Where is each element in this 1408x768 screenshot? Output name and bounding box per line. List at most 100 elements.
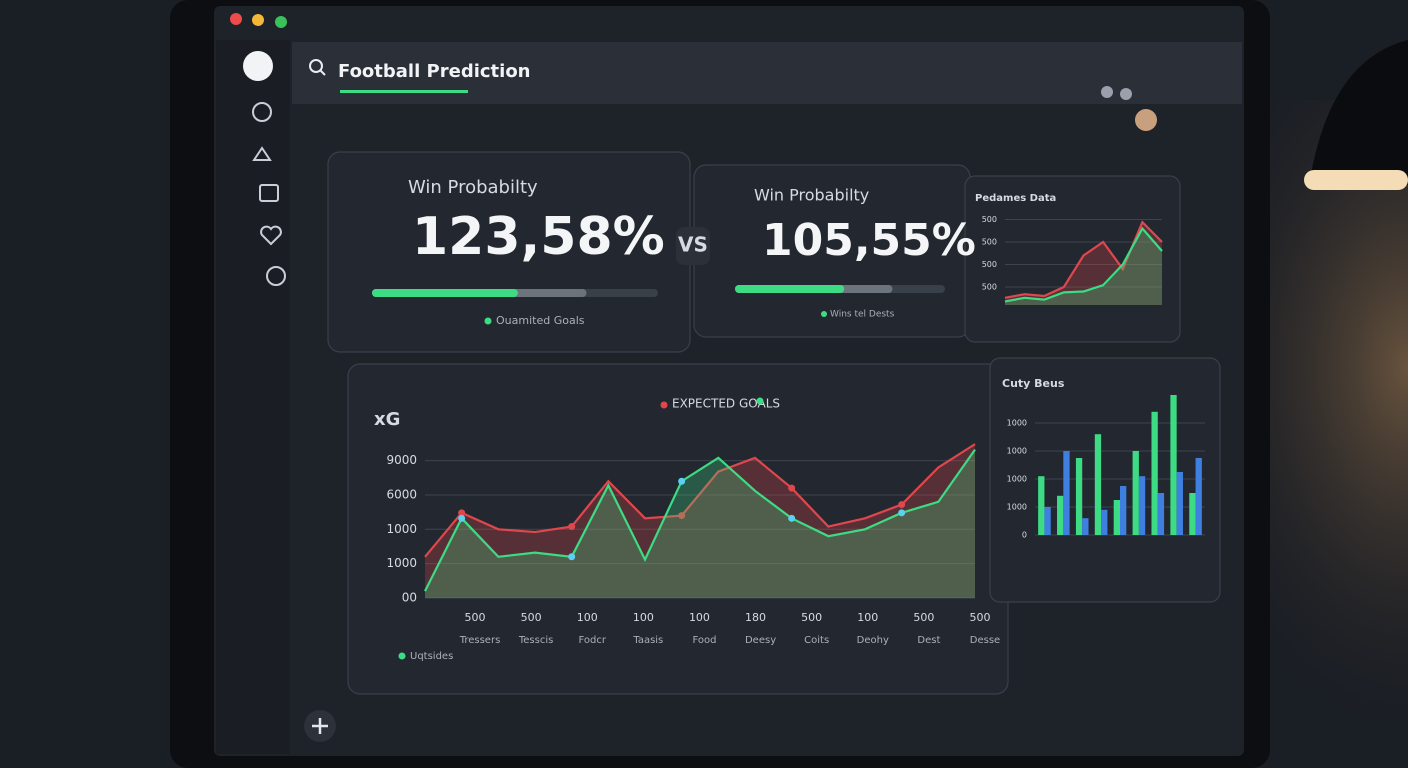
x-tick-label: 100 (689, 611, 710, 624)
area (425, 444, 975, 598)
chart-legend-title: EXPECTED GOALS (672, 397, 780, 411)
bar (1189, 493, 1196, 535)
x-tick-label: 500 (465, 611, 486, 624)
search-icon[interactable] (309, 59, 323, 73)
lamp-light (1304, 170, 1408, 190)
y-tick-label: 500 (982, 283, 997, 292)
legend-dot (484, 317, 492, 325)
line (1004, 220, 1163, 299)
point (458, 509, 466, 517)
search-icon (319, 69, 326, 76)
header-icon[interactable] (1120, 88, 1132, 100)
x-tick-label: 500 (913, 611, 934, 624)
card-title: Win Probabilty (754, 186, 869, 205)
x-tick-sublabel: Food (692, 635, 716, 646)
line (424, 448, 976, 592)
bar (1038, 476, 1045, 535)
legend-dot (660, 401, 668, 409)
x-tick-label: 180 (745, 611, 766, 624)
sidebar-icon[interactable] (266, 266, 286, 286)
bar (1138, 476, 1146, 535)
bar (1176, 472, 1183, 535)
progress-bar (372, 289, 518, 297)
bar (1063, 451, 1070, 535)
header-bar (292, 42, 1242, 104)
x-tick-sublabel: Deohy (857, 635, 889, 646)
chart-title: xG (374, 409, 400, 430)
bar (1120, 486, 1127, 535)
window-minimize[interactable] (252, 14, 264, 26)
x-tick-sublabel: Tesscis (518, 635, 553, 646)
legend-dot (821, 311, 827, 317)
card-title: Win Probabilty (408, 177, 538, 198)
line (424, 443, 976, 558)
title-underline (340, 90, 468, 93)
bar (1075, 458, 1083, 535)
card-value: 105,55% (762, 215, 976, 266)
point (788, 484, 796, 492)
bar (1170, 395, 1177, 535)
x-tick-sublabel: Fodcr (578, 635, 606, 646)
area (1005, 228, 1162, 305)
chart-title: Cuty Beus (1002, 377, 1065, 390)
card (989, 357, 1221, 603)
add-icon (312, 718, 328, 734)
point (458, 514, 466, 522)
legend-label: Uqtsides (410, 651, 453, 662)
card-legend: Wins tel Dests (830, 310, 895, 320)
bar (1151, 411, 1158, 535)
y-tick-label: 0 (1022, 531, 1027, 540)
line (1004, 226, 1163, 303)
x-tick-sublabel: Dest (917, 635, 940, 646)
y-tick-label: 1000 (386, 522, 417, 536)
legend-dot (756, 397, 764, 405)
sidebar-logo[interactable] (243, 51, 273, 81)
sidebar-icon[interactable] (260, 225, 282, 246)
sidebar-icon[interactable] (259, 184, 279, 202)
x-tick-label: 100 (857, 611, 878, 624)
y-tick-label: 1000 (1007, 447, 1027, 456)
bar (1057, 495, 1064, 535)
chart-title: Pedames Data (975, 193, 1056, 204)
sidebar-icon[interactable] (252, 102, 272, 122)
bar (1195, 458, 1202, 535)
y-tick-label: 500 (982, 238, 997, 247)
header-icon[interactable] (1101, 86, 1113, 98)
y-tick-label: 500 (982, 215, 997, 224)
card-legend: Ouamited Goals (496, 314, 585, 327)
x-tick-sublabel: Desse (970, 635, 1000, 646)
x-tick-sublabel: Deesy (745, 635, 776, 646)
x-tick-label: 100 (577, 611, 598, 624)
lamp (1310, 40, 1408, 185)
header-title: Football Prediction (338, 61, 531, 82)
progress-bar (735, 285, 845, 293)
point (788, 514, 796, 522)
avatar[interactable] (1135, 109, 1157, 131)
card-value: 123,58% (412, 207, 665, 267)
x-tick-sublabel: Tressers (459, 635, 501, 646)
y-tick-label: 00 (402, 591, 417, 605)
bar (1094, 434, 1102, 535)
bar (1101, 509, 1108, 535)
legend-dot (398, 652, 406, 660)
y-tick-label: 1000 (1007, 503, 1027, 512)
window-close[interactable] (230, 13, 242, 25)
bar (1132, 451, 1139, 535)
y-tick-label: 1000 (386, 556, 417, 570)
x-tick-sublabel: Taasis (632, 635, 663, 646)
area (1005, 222, 1162, 305)
y-tick-label: 1000 (1007, 419, 1027, 428)
x-tick-label: 100 (633, 611, 654, 624)
point (678, 477, 686, 485)
card (964, 175, 1181, 343)
bar (1082, 518, 1089, 535)
x-tick-label: 500 (801, 611, 822, 624)
y-tick-label: 500 (982, 260, 997, 269)
window-maximize[interactable] (275, 16, 287, 28)
sidebar (216, 40, 290, 754)
area (425, 449, 975, 598)
sidebar-icon[interactable] (252, 146, 272, 161)
point (678, 512, 686, 520)
